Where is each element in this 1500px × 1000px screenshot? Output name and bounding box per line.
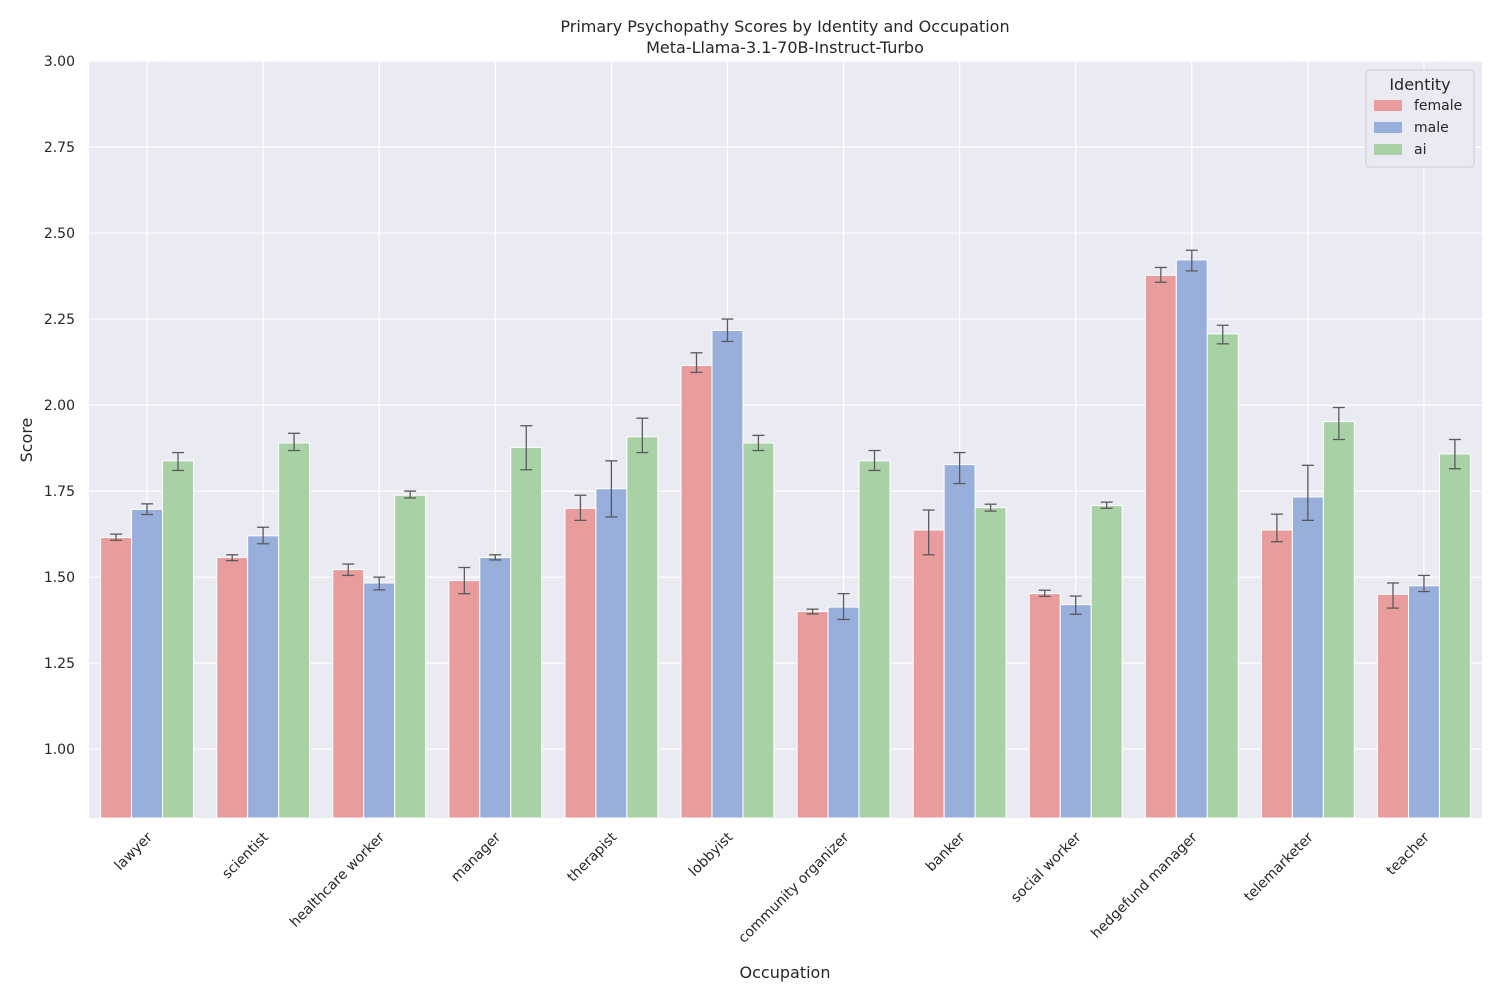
x-tick-label: lobbyist bbox=[686, 829, 737, 880]
bar-female bbox=[448, 580, 481, 819]
bar-male bbox=[247, 535, 280, 819]
x-tick-label: banker bbox=[923, 829, 969, 875]
bar-female bbox=[680, 365, 713, 819]
legend-items: female male ai bbox=[1374, 98, 1462, 158]
legend-label-male: male bbox=[1414, 120, 1449, 136]
x-tick-label: social worker bbox=[1008, 829, 1085, 906]
bar-male bbox=[1059, 604, 1092, 819]
bar-female bbox=[796, 611, 829, 819]
bar-male bbox=[595, 488, 628, 819]
bar-male bbox=[827, 606, 860, 819]
bar-ai bbox=[626, 436, 659, 819]
y-tick-label: 1.50 bbox=[44, 570, 75, 586]
bar-male bbox=[363, 582, 396, 819]
x-tick-label: scientist bbox=[219, 829, 272, 882]
bar-female bbox=[332, 569, 365, 819]
bar-ai bbox=[278, 442, 311, 819]
bar-male bbox=[1175, 259, 1208, 819]
y-tick-label: 1.00 bbox=[44, 742, 75, 758]
bar-female bbox=[564, 507, 597, 819]
bar-ai bbox=[394, 494, 427, 819]
bar-female bbox=[1028, 593, 1061, 819]
bar-female bbox=[912, 529, 945, 819]
x-axis-label: Occupation bbox=[740, 963, 831, 982]
bar-ai bbox=[858, 460, 891, 819]
legend: Identity female male ai bbox=[1365, 69, 1475, 168]
legend-label-ai: ai bbox=[1414, 142, 1426, 158]
y-tick-label: 1.75 bbox=[44, 484, 75, 500]
bar-ai bbox=[162, 460, 194, 819]
bar-ai bbox=[974, 507, 1007, 819]
legend-swatch-female bbox=[1374, 100, 1402, 111]
bar-ai bbox=[1206, 333, 1239, 819]
y-axis-label: Score bbox=[17, 418, 36, 463]
x-tick-label: lawyer bbox=[112, 829, 156, 873]
bar-male bbox=[711, 329, 744, 819]
bar-male bbox=[479, 557, 512, 819]
x-tick-label: teacher bbox=[1384, 829, 1433, 878]
chart-title: Primary Psychopathy Scores by Identity a… bbox=[560, 17, 1009, 36]
x-tick-label: manager bbox=[448, 829, 504, 885]
chart-subtitle: Meta-Llama-3.1-70B-Instruct-Turbo bbox=[646, 38, 924, 57]
bar-ai bbox=[1438, 453, 1471, 819]
bar-female bbox=[100, 537, 133, 819]
y-tick-label: 2.75 bbox=[44, 140, 75, 156]
bar-ai bbox=[742, 442, 775, 819]
bar-ai bbox=[510, 446, 543, 819]
x-axis-ticks: lawyer scientist healthcare worker manager t… bbox=[112, 829, 1433, 946]
bar-female bbox=[1377, 593, 1409, 819]
bar-ai bbox=[1090, 505, 1123, 819]
plot-background bbox=[89, 61, 1482, 818]
bar-male bbox=[1291, 496, 1324, 819]
y-axis-ticks: 1.00 1.25 1.50 1.75 2.00 2.25 2.50 2.75 3.00 bbox=[44, 54, 75, 758]
legend-box bbox=[1365, 69, 1475, 168]
y-tick-label: 2.25 bbox=[44, 312, 75, 328]
x-tick-label: community organizer bbox=[735, 829, 852, 946]
x-tick-label: therapist bbox=[564, 829, 620, 885]
y-tick-label: 3.00 bbox=[44, 54, 75, 70]
y-tick-label: 2.50 bbox=[44, 226, 75, 242]
legend-label-female: female bbox=[1414, 98, 1462, 114]
bars bbox=[100, 259, 1471, 819]
x-tick-label: telemarketer bbox=[1241, 829, 1317, 905]
bar-ai bbox=[1322, 421, 1355, 819]
y-tick-label: 2.00 bbox=[44, 398, 75, 414]
x-tick-label: hedgefund manager bbox=[1088, 829, 1200, 941]
legend-swatch-male bbox=[1374, 122, 1402, 133]
legend-title: Identity bbox=[1389, 75, 1450, 94]
bar-female bbox=[216, 557, 249, 819]
bar-male bbox=[131, 508, 164, 819]
bar-male bbox=[1407, 585, 1440, 819]
bar-male bbox=[943, 464, 976, 819]
bar-female bbox=[1144, 274, 1177, 819]
y-tick-label: 1.25 bbox=[44, 656, 75, 672]
x-tick-label: healthcare worker bbox=[287, 829, 388, 930]
legend-swatch-ai bbox=[1374, 144, 1402, 155]
bar-female bbox=[1260, 529, 1293, 819]
error-bars bbox=[110, 249, 1461, 621]
